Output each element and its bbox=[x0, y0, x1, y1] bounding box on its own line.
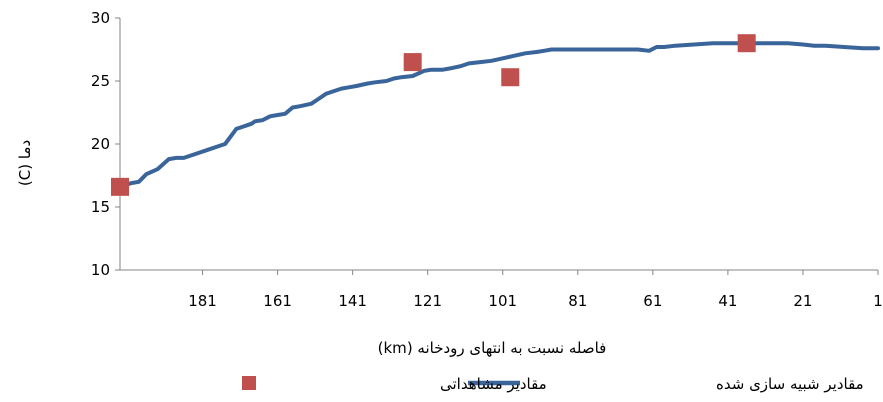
y-tick-label: 20 bbox=[91, 135, 110, 153]
x-axis: 181 161 141 121 101 81 61 41 21 1 bbox=[120, 269, 883, 310]
y-axis: 10 15 20 25 30 bbox=[91, 9, 121, 279]
x-tick-label: 121 bbox=[413, 292, 442, 310]
simulated-series-line bbox=[118, 41, 880, 189]
legend: مقادیر شبیه سازی شده مقادیر مشاهداتی bbox=[242, 375, 864, 393]
observed-point bbox=[737, 34, 756, 53]
x-tick-label: 181 bbox=[188, 292, 217, 310]
x-tick-label: 81 bbox=[568, 292, 587, 310]
x-tick-label: 21 bbox=[793, 292, 812, 310]
plot-area bbox=[111, 34, 880, 196]
y-tick-label: 10 bbox=[91, 261, 110, 279]
observed-point bbox=[501, 68, 520, 87]
x-tick-label: 1 bbox=[873, 292, 883, 310]
x-tick-label: 61 bbox=[643, 292, 662, 310]
y-tick-label: 15 bbox=[91, 198, 110, 216]
x-tick-label: 161 bbox=[263, 292, 292, 310]
observed-point bbox=[111, 177, 129, 196]
y-axis-title: دما (C) bbox=[16, 140, 34, 186]
y-tick-label: 30 bbox=[91, 9, 110, 27]
legend-observed-label: مقادیر مشاهداتی bbox=[440, 375, 547, 393]
legend-simulated-label: مقادیر شبیه سازی شده bbox=[716, 375, 864, 393]
observed-point bbox=[403, 53, 422, 72]
x-tick-label: 101 bbox=[488, 292, 517, 310]
x-tick-label: 141 bbox=[338, 292, 367, 310]
x-tick-label: 41 bbox=[718, 292, 737, 310]
x-axis-title: فاصله نسبت به انتهای رودخانه (km) bbox=[378, 339, 607, 357]
y-tick-label: 25 bbox=[91, 72, 110, 90]
legend-observed-swatch bbox=[242, 376, 256, 390]
